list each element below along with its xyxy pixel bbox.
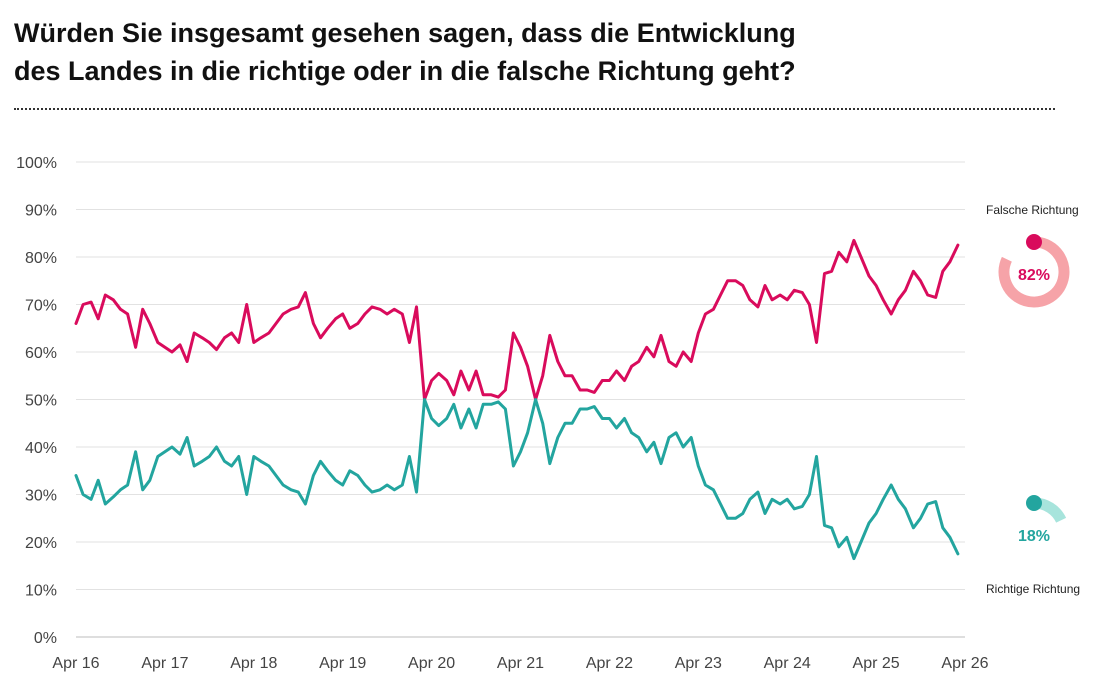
x-tick-label: Apr 25	[853, 655, 900, 672]
y-tick-label: 100%	[16, 155, 57, 172]
gauge-background-falsche	[998, 236, 1070, 308]
x-tick-label: Apr 24	[764, 655, 811, 672]
y-tick-label: 70%	[25, 298, 57, 315]
y-tick-label: 20%	[25, 535, 57, 552]
y-axis-ticks: 0% 10% 20% 30% 40% 50% 60% 70% 80% 90% 100%	[16, 155, 57, 647]
title-line-2: des Landes in die richtige oder in die f…	[14, 56, 796, 86]
grid-lines	[76, 161, 965, 638]
legend-falsche-richtung: Falsche Richtung 82%	[986, 203, 1079, 308]
legend-label-falsche: Falsche Richtung	[986, 203, 1079, 217]
title-line-1: Würden Sie insgesamt gesehen sagen, dass…	[14, 18, 796, 48]
y-tick-label: 30%	[25, 488, 57, 505]
x-axis-ticks: Apr 16 Apr 17 Apr 18 Apr 19 Apr 20 Apr 21 Apr …	[52, 655, 988, 672]
x-tick-label: Apr 21	[497, 655, 544, 672]
legend-label-richtige: Richtige Richtung	[986, 582, 1080, 596]
x-tick-label: Apr 26	[941, 655, 988, 672]
chart-title: Würden Sie insgesamt gesehen sagen, dass…	[14, 14, 1074, 90]
x-tick-label: Apr 23	[675, 655, 722, 672]
y-tick-label: 60%	[25, 345, 57, 362]
series-line-falsche-richtung	[74, 238, 960, 401]
y-tick-label: 80%	[25, 250, 57, 267]
x-tick-label: Apr 20	[408, 655, 455, 672]
gauge-marker-falsche	[1026, 234, 1042, 250]
x-tick-label: Apr 17	[141, 655, 188, 672]
y-tick-label: 40%	[25, 440, 57, 457]
final-value-falsche: 82%	[1018, 267, 1050, 284]
x-tick-label: Apr 16	[52, 655, 99, 672]
gauge-marker-richtige	[1026, 495, 1042, 511]
y-tick-label: 0%	[34, 630, 57, 647]
y-tick-label: 90%	[25, 203, 57, 220]
legend-richtige-richtung: 18% Richtige Richtung	[986, 495, 1080, 596]
series-line-richtige-richtung	[74, 398, 960, 561]
final-value-richtige: 18%	[1018, 528, 1050, 545]
x-tick-label: Apr 18	[230, 655, 277, 672]
y-tick-label: 10%	[25, 583, 57, 600]
title-divider	[14, 108, 1055, 110]
y-tick-label: 50%	[25, 393, 57, 410]
x-tick-label: Apr 19	[319, 655, 366, 672]
series-lines	[74, 238, 960, 561]
x-tick-label: Apr 22	[586, 655, 633, 672]
